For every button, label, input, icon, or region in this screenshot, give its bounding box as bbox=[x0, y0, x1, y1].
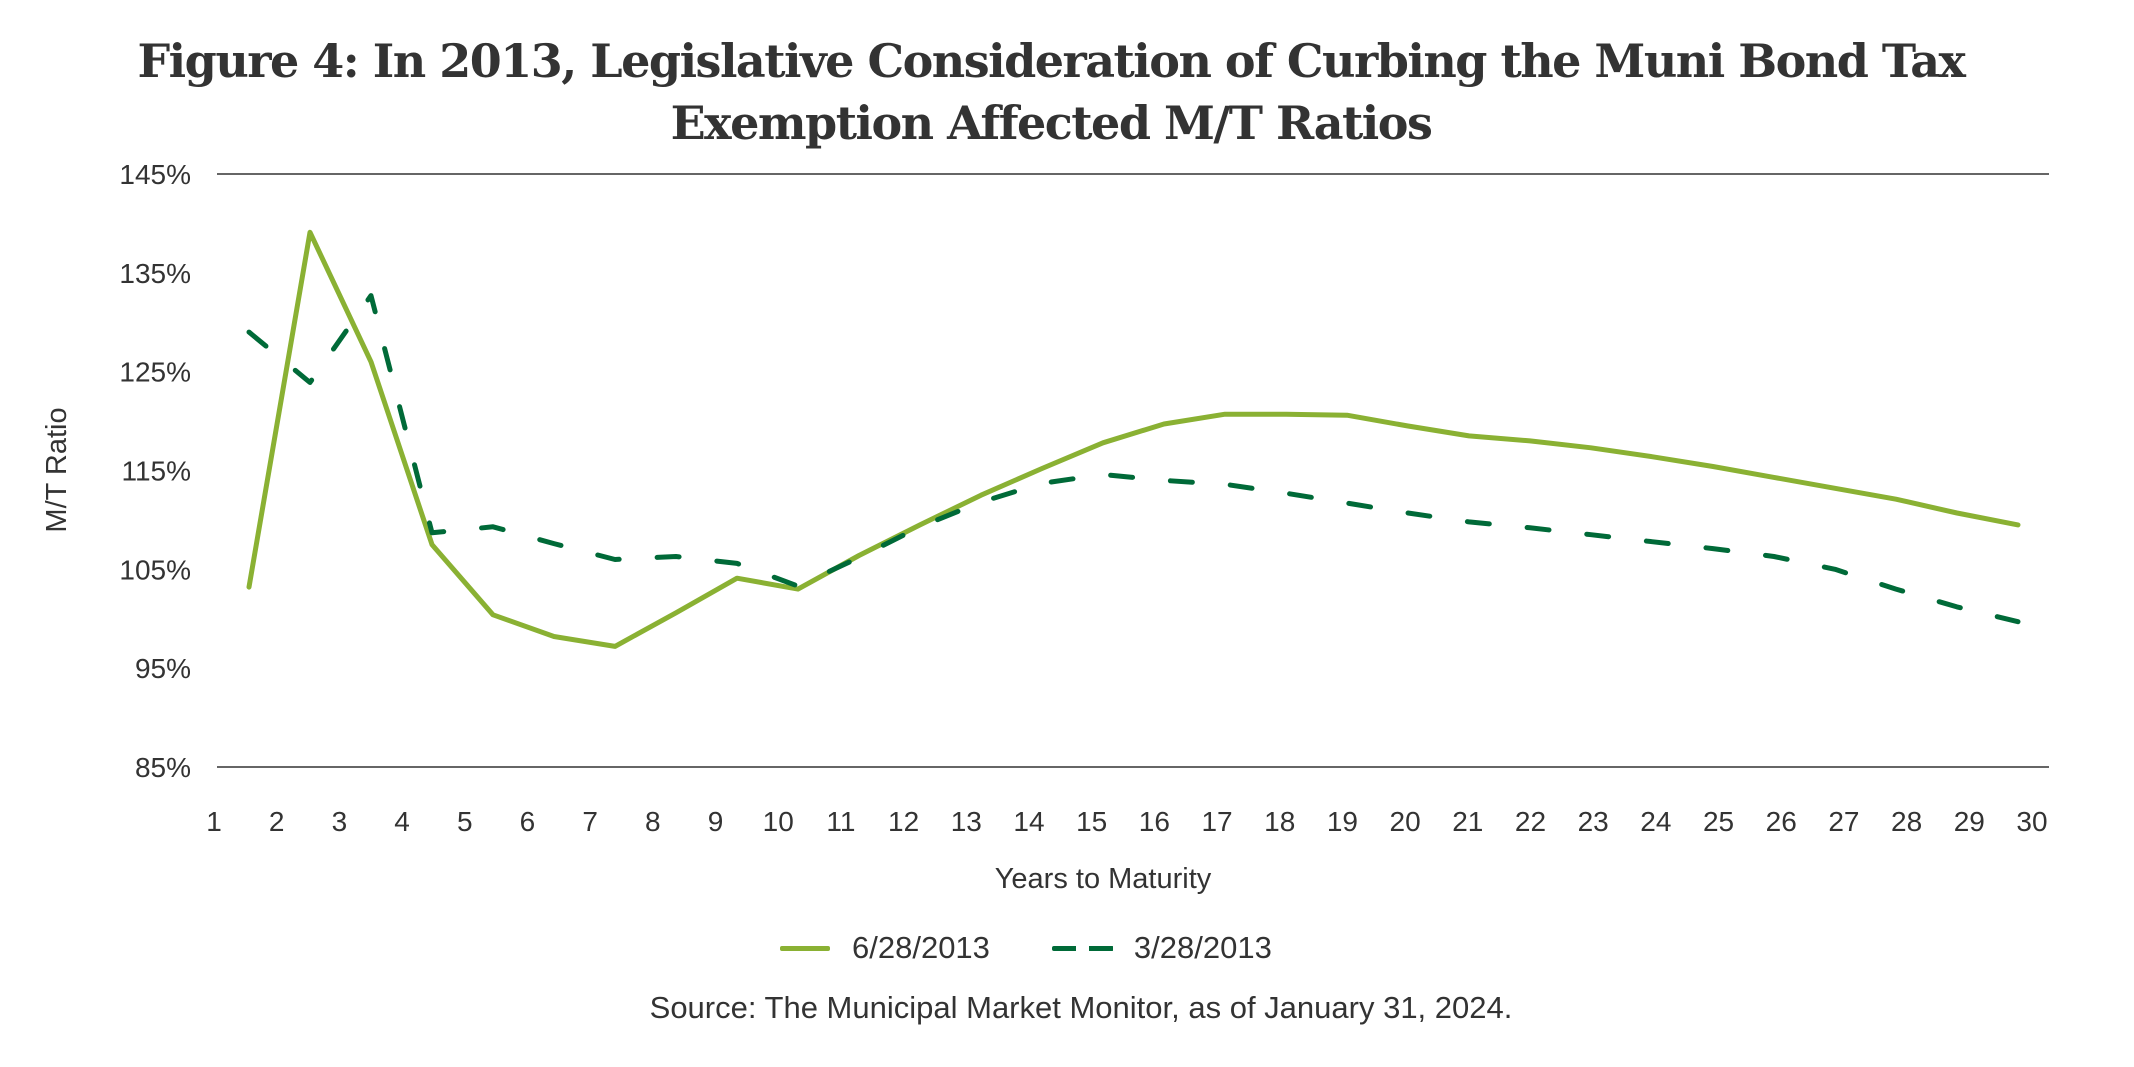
x-tick-label: 25 bbox=[1703, 806, 1734, 837]
x-axis-tick-labels: 1 2 3 4 5 6 7 8 9 10 11 12 13 14 15 16 17 18 19 20 21 22 23 24 2… bbox=[206, 806, 2047, 837]
series-line-dashed-3-28-2013 bbox=[246, 293, 2021, 625]
x-tick-label: 6 bbox=[520, 806, 536, 837]
x-tick-label: 22 bbox=[1515, 806, 1546, 837]
y-axis-title: M/T Ratio bbox=[41, 407, 73, 532]
y-tick-label: 135% bbox=[119, 258, 191, 289]
x-tick-label: 4 bbox=[394, 806, 410, 837]
legend-item-3-28-2013: 3/28/2013 bbox=[1051, 930, 1272, 966]
x-tick-label: 28 bbox=[1891, 806, 1922, 837]
x-tick-label: 26 bbox=[1766, 806, 1797, 837]
chart-title-line-1: Figure 4: In 2013, Legislative Considera… bbox=[137, 34, 1966, 88]
x-tick-label: 27 bbox=[1828, 806, 1859, 837]
y-tick-label: 145% bbox=[119, 159, 191, 190]
x-tick-label: 15 bbox=[1076, 806, 1107, 837]
y-tick-label: 95% bbox=[135, 653, 191, 684]
gridlines bbox=[217, 173, 2049, 768]
x-tick-label: 20 bbox=[1390, 806, 1421, 837]
x-tick-label: 7 bbox=[582, 806, 598, 837]
x-tick-label: 24 bbox=[1640, 806, 1671, 837]
x-tick-label: 16 bbox=[1139, 806, 1170, 837]
series-lines bbox=[246, 229, 2021, 649]
y-tick-label: 105% bbox=[119, 554, 191, 585]
x-tick-label: 18 bbox=[1264, 806, 1295, 837]
y-tick-label: 125% bbox=[119, 357, 191, 388]
legend-label: 6/28/2013 bbox=[852, 930, 990, 965]
x-tick-label: 29 bbox=[1954, 806, 1985, 837]
x-tick-label: 11 bbox=[826, 806, 855, 837]
legend-item-6-28-2013: 6/28/2013 bbox=[780, 930, 990, 966]
x-tick-label: 14 bbox=[1013, 806, 1044, 837]
x-tick-label: 17 bbox=[1201, 806, 1232, 837]
legend-dashed-line-icon bbox=[1051, 945, 1114, 951]
x-tick-label: 21 bbox=[1452, 806, 1483, 837]
x-tick-label: 2 bbox=[269, 806, 285, 837]
x-tick-label: 12 bbox=[888, 806, 919, 837]
series-line-solid-6-28-2013 bbox=[246, 229, 2021, 649]
x-tick-label: 1 bbox=[206, 806, 222, 837]
x-tick-label: 9 bbox=[708, 806, 724, 837]
y-tick-label: 85% bbox=[135, 752, 191, 783]
x-tick-label: 10 bbox=[763, 806, 794, 837]
legend: 6/28/2013 3/28/2013 bbox=[780, 928, 1334, 968]
y-tick-label: 115% bbox=[121, 456, 191, 487]
x-tick-label: 8 bbox=[645, 806, 661, 837]
x-tick-label: 5 bbox=[457, 806, 473, 837]
x-tick-label: 3 bbox=[332, 806, 348, 837]
legend-solid-line-icon bbox=[780, 945, 830, 951]
x-tick-label: 23 bbox=[1578, 806, 1609, 837]
y-axis-tick-labels: 145% 135% 125% 115% 105% 95% 85% bbox=[119, 159, 191, 783]
x-tick-label: 19 bbox=[1327, 806, 1358, 837]
chart-title-line-2: Exemption Affected M/T Ratios bbox=[670, 96, 1433, 150]
x-tick-label: 13 bbox=[951, 806, 982, 837]
x-tick-label: 30 bbox=[2016, 806, 2047, 837]
x-axis-title: Years to Maturity bbox=[995, 863, 1212, 895]
legend-label: 3/28/2013 bbox=[1133, 930, 1272, 965]
source-note: Source: The Municipal Market Monitor, as… bbox=[649, 990, 1513, 1025]
